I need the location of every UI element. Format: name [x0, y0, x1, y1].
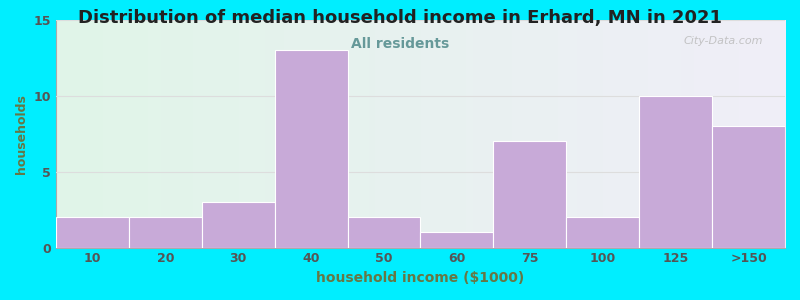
Bar [494, 141, 566, 247]
Bar [566, 217, 639, 247]
Bar [712, 126, 785, 248]
Bar [56, 217, 129, 247]
Text: All residents: All residents [351, 38, 449, 52]
Bar [274, 50, 347, 247]
Bar [639, 96, 712, 247]
Text: Distribution of median household income in Erhard, MN in 2021: Distribution of median household income … [78, 9, 722, 27]
Bar [129, 217, 202, 247]
Y-axis label: households: households [15, 94, 28, 174]
Bar [347, 217, 421, 247]
Text: City-Data.com: City-Data.com [684, 36, 763, 46]
X-axis label: household income ($1000): household income ($1000) [316, 271, 525, 285]
Bar [202, 202, 274, 248]
Bar [421, 232, 494, 247]
